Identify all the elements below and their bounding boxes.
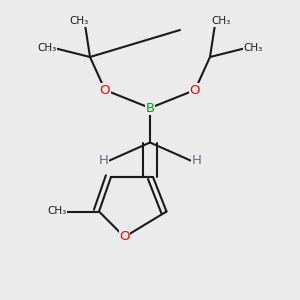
Text: O: O [119, 230, 130, 244]
Text: CH₃: CH₃ [211, 16, 230, 26]
Text: O: O [100, 83, 110, 97]
Text: CH₃: CH₃ [47, 206, 67, 217]
Text: CH₃: CH₃ [70, 16, 89, 26]
Text: O: O [190, 83, 200, 97]
Text: H: H [192, 154, 201, 167]
Text: CH₃: CH₃ [37, 43, 56, 53]
Text: B: B [146, 101, 154, 115]
Text: H: H [99, 154, 108, 167]
Text: CH₃: CH₃ [244, 43, 263, 53]
